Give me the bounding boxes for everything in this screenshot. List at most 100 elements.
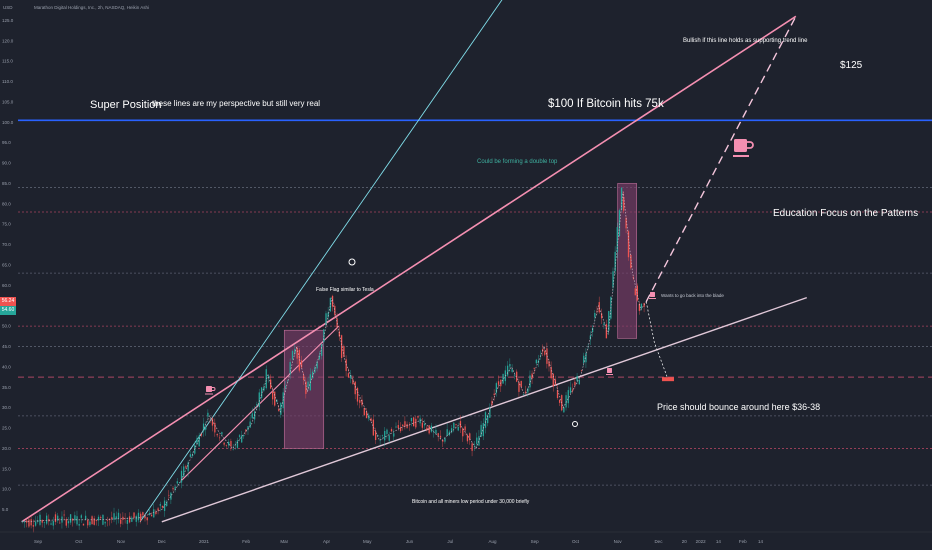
candle-body — [466, 434, 469, 442]
candle-body — [556, 390, 559, 399]
candle-body — [260, 387, 263, 398]
candle-body — [408, 424, 410, 426]
candle-body — [614, 251, 616, 272]
candle-body — [137, 512, 140, 521]
y-tick-label: 65.0 — [2, 263, 11, 268]
candle-body — [623, 196, 625, 211]
y-tick-label: 120.0 — [2, 38, 14, 43]
candle-body — [336, 318, 338, 328]
y-tick-label: 5.0 — [2, 507, 9, 512]
candle-body — [140, 513, 142, 521]
candle-body — [417, 416, 419, 418]
candle-body — [426, 427, 428, 430]
candle-body — [265, 369, 267, 389]
candle-body — [616, 227, 618, 253]
candle-body — [487, 415, 489, 424]
candle-body — [223, 442, 225, 445]
candle-body — [104, 521, 106, 524]
double-top-label: Could be forming a double top — [477, 159, 558, 165]
y-tick-label: 35.0 — [2, 385, 11, 390]
y-tick-label: 105.0 — [2, 99, 14, 104]
candle-body — [625, 217, 627, 229]
candle-body — [525, 391, 527, 394]
candle-body — [359, 400, 361, 403]
candle-body — [126, 519, 129, 524]
candle-body — [544, 350, 546, 355]
candle-body — [198, 435, 200, 447]
price-series — [21, 187, 674, 533]
candle-body — [325, 313, 327, 326]
candle-body — [87, 519, 89, 526]
candle-body — [386, 429, 388, 435]
x-tick-label: Jul — [447, 539, 453, 544]
candle-body — [65, 519, 67, 526]
candle-body — [45, 515, 48, 524]
candle-body — [278, 408, 280, 411]
x-tick-label: Nov — [117, 539, 126, 544]
candle-body — [157, 508, 159, 511]
candle-body — [491, 400, 493, 406]
candle-body — [502, 374, 504, 384]
y-axis-background — [0, 0, 17, 530]
candle-body — [144, 516, 146, 519]
candle-body — [34, 521, 37, 526]
candle-body — [402, 424, 404, 427]
target-marker — [661, 377, 674, 382]
bitcoin-target-label: $100 If Bitcoin hits 75k — [548, 98, 664, 110]
candle-body — [91, 516, 93, 525]
price-tag-high: 56.24 — [0, 297, 16, 306]
price-tag-low: 54.60 — [0, 306, 16, 315]
candle-body — [372, 419, 375, 436]
candle-body — [234, 443, 236, 445]
candle-body — [54, 514, 57, 522]
candle-body — [230, 440, 232, 447]
candle-body — [148, 513, 151, 516]
candle-body — [576, 375, 578, 381]
target-125-label: $125 — [840, 60, 863, 71]
candle-body — [142, 512, 144, 516]
candle-body — [632, 277, 634, 278]
candle-body — [216, 434, 218, 436]
x-tick-label: Jun — [406, 539, 414, 544]
candle-body — [180, 470, 183, 483]
candle-body — [415, 418, 417, 428]
candle-body — [363, 407, 365, 416]
candle-body — [272, 391, 274, 400]
candle-body — [57, 515, 59, 521]
candle-body — [289, 362, 291, 375]
y-tick-label: 10.0 — [2, 487, 11, 492]
candle-body — [82, 523, 85, 526]
candle-body — [52, 521, 54, 526]
candle-body — [338, 331, 341, 337]
candle-body — [74, 515, 76, 521]
candle-body — [249, 421, 251, 428]
candle-body — [608, 311, 610, 331]
candle-body — [321, 344, 323, 356]
candle-body — [513, 375, 516, 377]
candle-body — [535, 359, 537, 364]
candle-body — [527, 388, 529, 393]
x-tick-label: 2021 — [199, 539, 210, 544]
candle-body — [506, 365, 509, 376]
candle-body — [567, 390, 569, 404]
candle-body — [296, 347, 298, 359]
candle-body — [159, 504, 161, 506]
candle-body — [294, 349, 296, 354]
candle-body — [221, 432, 223, 435]
candle-body — [347, 373, 350, 378]
candle-body — [430, 425, 433, 432]
candle-body — [191, 454, 194, 457]
candle-body — [166, 501, 168, 507]
candle-body — [433, 430, 435, 432]
candle-body — [189, 454, 192, 457]
candle-body — [178, 482, 181, 484]
candle-body — [274, 391, 276, 406]
trend-line-support-line — [161, 296, 808, 523]
candle-body — [340, 335, 343, 359]
candle-body — [410, 417, 413, 422]
candle-body — [442, 440, 444, 442]
candle-body — [93, 518, 95, 525]
y-tick-label: 40.0 — [2, 364, 11, 369]
candle-body — [457, 426, 459, 431]
